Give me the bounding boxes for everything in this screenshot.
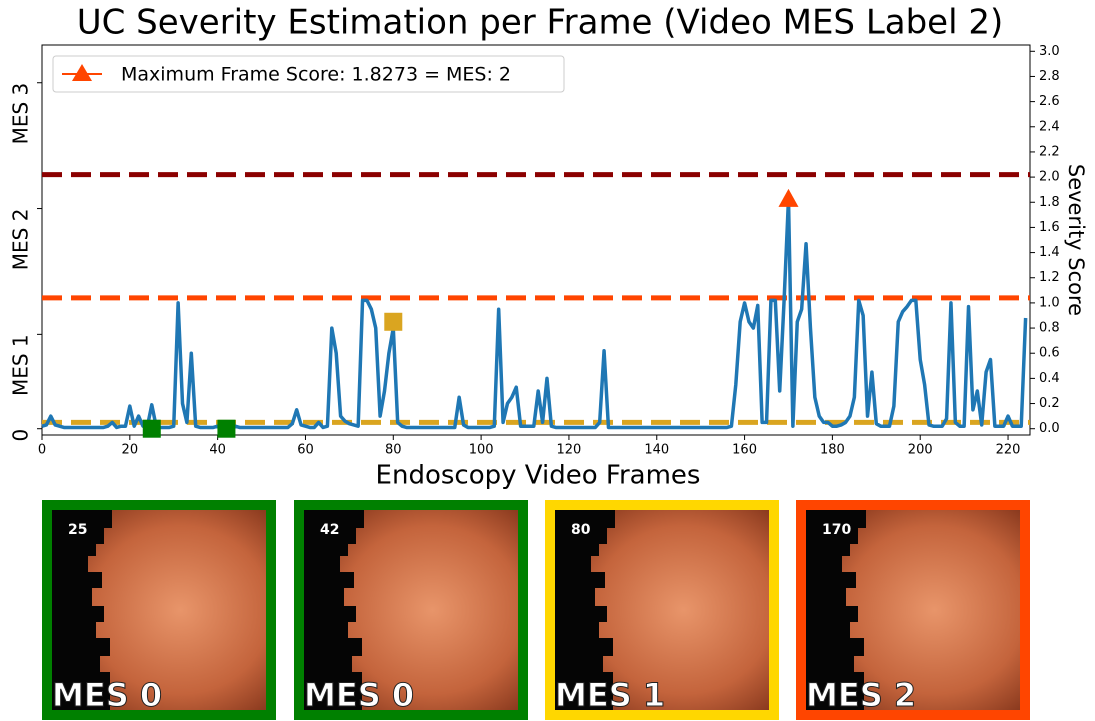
x-tick-label: 140: [644, 443, 669, 458]
legend: Maximum Frame Score: 1.8273 = MES: 2: [52, 55, 565, 93]
y2-tick-label: 3.0: [1039, 44, 1060, 59]
y2-tick-label: 2.8: [1039, 69, 1060, 84]
y2-tick-label: 0.0: [1039, 421, 1060, 436]
y2-tick-label: 1.0: [1039, 295, 1060, 310]
x-tick-label: 60: [297, 443, 314, 458]
x-tick-label: 120: [557, 443, 582, 458]
thumbnail-mask: [555, 510, 615, 710]
x-tick-label: 20: [122, 443, 139, 458]
thumbnail-label: MES 0: [52, 676, 162, 714]
y2-tick-label: 1.2: [1039, 270, 1060, 285]
x-tick-label: 100: [469, 443, 494, 458]
y2-tick-label: 0.2: [1039, 396, 1060, 411]
frame-marker: [142, 419, 161, 438]
thumbnail-label: MES 0: [304, 676, 414, 714]
y-tick-label: MES 3: [9, 83, 33, 145]
y2-axis-label: Severity Score: [1064, 164, 1088, 316]
y-tick-label: MES 2: [9, 209, 33, 271]
frame-marker: [217, 419, 236, 438]
thumbnail-mask: [52, 510, 112, 710]
y2-tick-label: 1.8: [1039, 195, 1060, 210]
y2-tick-label: 0.4: [1039, 371, 1060, 386]
thumbnail-frame: 25: [68, 522, 87, 538]
y-tick-label: MES 1: [9, 334, 33, 396]
thumbnail-mask: [304, 510, 364, 710]
series-line: [41, 197, 1028, 430]
y-tick-label: 0: [9, 429, 33, 442]
y2-tick-label: 2.0: [1039, 170, 1060, 185]
frame-marker: [384, 312, 403, 331]
legend-label: Maximum Frame Score: 1.8273 = MES: 2: [121, 64, 511, 86]
x-tick-label: 0: [38, 443, 46, 458]
thumbnail-mask: [806, 510, 866, 710]
max-marker: [778, 188, 799, 207]
y2-tick-label: 1.6: [1039, 220, 1060, 235]
y2-tick-label: 1.4: [1039, 245, 1060, 260]
x-tick-label: 160: [732, 443, 757, 458]
x-tick-label: 220: [996, 443, 1021, 458]
x-tick-label: 80: [385, 443, 402, 458]
x-axis-label: Endoscopy Video Frames: [376, 461, 701, 491]
legend-box: [52, 55, 565, 93]
plot-frame: [41, 44, 1031, 436]
y2-tick-label: 2.4: [1039, 119, 1060, 134]
thumbnail-label: MES 1: [555, 676, 665, 714]
y2-tick-label: 0.6: [1039, 346, 1060, 361]
y2-tick-label: 2.2: [1039, 144, 1060, 159]
y2-tick-label: 0.8: [1039, 321, 1060, 336]
x-tick-label: 40: [209, 443, 226, 458]
thumbnail-label: MES 2: [806, 676, 916, 714]
thumbnail-frame: 170: [822, 522, 851, 538]
y2-tick-label: 2.6: [1039, 94, 1060, 109]
chart-title: UC Severity Estimation per Frame (Video …: [77, 3, 1004, 43]
x-tick-label: 200: [908, 443, 933, 458]
thumbnail-frame: 42: [320, 522, 339, 538]
legend-marker: [72, 64, 92, 81]
thumbnail-frame: 80: [571, 522, 591, 538]
x-tick-label: 180: [820, 443, 845, 458]
